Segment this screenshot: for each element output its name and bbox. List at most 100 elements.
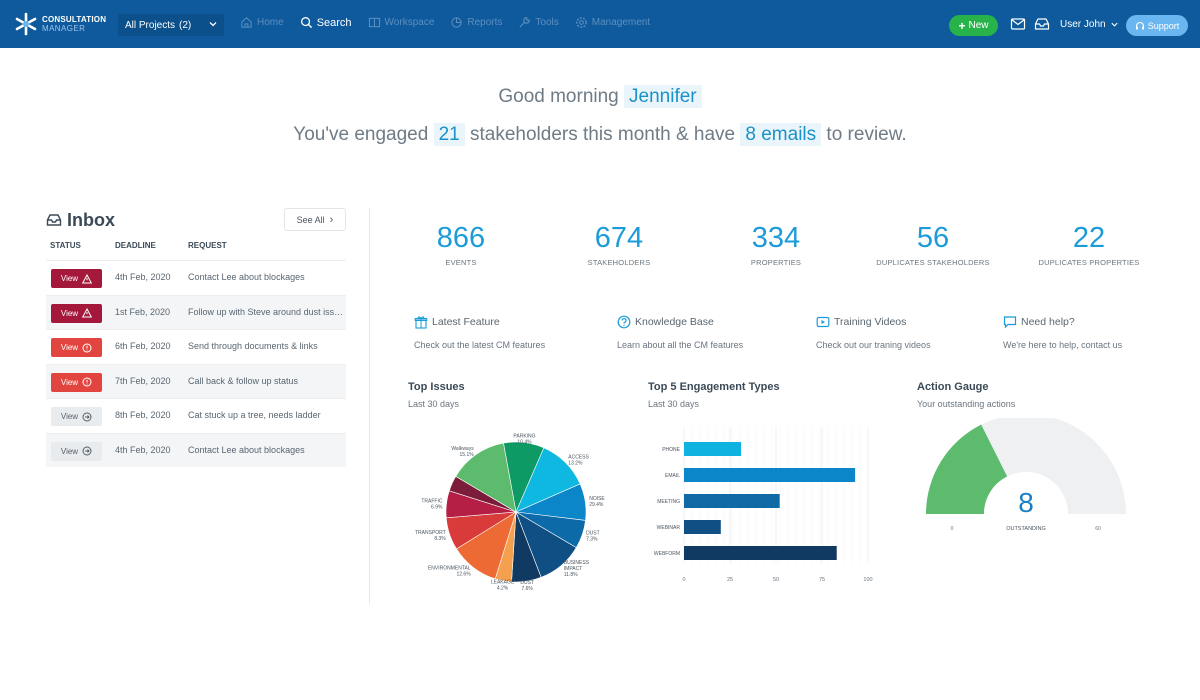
- gauge-center: [984, 472, 1068, 538]
- arrow-right-circle-icon: [82, 446, 92, 456]
- quick-link-training-videos[interactable]: Training Videos Check out our traning vi…: [816, 314, 931, 350]
- inbox-row[interactable]: View 8th Feb, 2020 Cat stuck up a tree, ne…: [46, 398, 346, 433]
- nav-home[interactable]: Home: [240, 16, 284, 29]
- greeting-user-name: Jennifer: [624, 85, 702, 108]
- row-request: Contact Lee about blockages: [188, 272, 305, 282]
- greeting-prefix: Good morning: [498, 86, 619, 107]
- pie-slice[interactable]: [455, 442, 517, 513]
- quick-link-desc: Check out the latest CM features: [414, 340, 546, 350]
- nav-tools[interactable]: Tools: [518, 16, 559, 29]
- summary-email-count[interactable]: 8 emails: [740, 123, 822, 146]
- user-menu[interactable]: User John: [1060, 19, 1119, 30]
- inbox-row[interactable]: View 4th Feb, 2020 Contact Lee about block…: [46, 432, 346, 467]
- summary-text-2: stakeholders this month & have: [470, 124, 736, 145]
- stat-card[interactable]: 22 DUPLICATES PROPERTIES: [1024, 220, 1154, 267]
- nav-management-label: Management: [591, 17, 651, 28]
- view-button[interactable]: View: [51, 372, 102, 392]
- project-select[interactable]: All Projects (2): [118, 14, 224, 36]
- nav-search-label: Search: [316, 16, 352, 29]
- stat-value: 56: [916, 222, 950, 254]
- support-button-label: Support: [1147, 20, 1180, 31]
- nav-workspace[interactable]: Workspace: [368, 16, 434, 29]
- gauge-value: 8: [1018, 487, 1034, 518]
- row-deadline: 1st Feb, 2020: [115, 306, 171, 317]
- column-divider: [369, 208, 370, 604]
- top-bar: CONSULTATION MANAGER All Projects (2) Ho…: [0, 0, 1200, 48]
- view-button-label: View: [60, 343, 79, 352]
- bar[interactable]: [684, 442, 742, 456]
- inbox-tray-icon[interactable]: [1034, 17, 1050, 31]
- new-button[interactable]: + New: [949, 15, 998, 36]
- column-header-status: STATUS: [50, 241, 81, 250]
- view-button[interactable]: View: [51, 407, 102, 426]
- row-request: Send through documents & links: [188, 341, 318, 351]
- column-header-request: REQUEST: [188, 241, 227, 250]
- support-button[interactable]: Support: [1126, 15, 1188, 36]
- stat-card[interactable]: 334 PROPERTIES: [711, 220, 841, 267]
- app-logo[interactable]: CONSULTATION MANAGER: [14, 10, 110, 38]
- summary-text-3: to review.: [826, 124, 907, 145]
- row-deadline: 8th Feb, 2020: [115, 410, 171, 420]
- stat-card[interactable]: 866 EVENTS: [396, 220, 526, 267]
- chevron-right-icon: ›: [329, 213, 334, 226]
- inbox-row[interactable]: View 7th Feb, 2020 Call back & follow up s…: [46, 363, 346, 398]
- wrench-icon: [519, 17, 531, 28]
- bar[interactable]: [684, 546, 837, 560]
- chat-icon: [1003, 316, 1017, 329]
- nav-reports[interactable]: Reports: [450, 16, 502, 29]
- stat-label: DUPLICATES PROPERTIES: [1038, 258, 1140, 267]
- stat-value: 22: [1072, 222, 1106, 254]
- quick-link-desc: Learn about all the CM features: [617, 340, 744, 350]
- nav-management[interactable]: Management: [575, 16, 650, 29]
- see-all-label: See All: [296, 214, 325, 225]
- inbox-row[interactable]: View 4th Feb, 2020 Contact Lee about block…: [46, 260, 346, 295]
- stat-card[interactable]: 56 DUPLICATES STAKEHOLDERS: [868, 220, 998, 267]
- view-button-label: View: [60, 412, 79, 421]
- view-button[interactable]: View: [51, 269, 102, 288]
- quick-link-title: Training Videos: [834, 316, 907, 328]
- quick-link-desc: Check out our traning videos: [816, 340, 931, 350]
- gauge-fill: [926, 424, 1008, 514]
- view-button[interactable]: View: [51, 338, 102, 357]
- column-header-deadline: DEADLINE: [115, 241, 156, 250]
- nav-search[interactable]: Search: [300, 16, 352, 29]
- pie-slice-label: NOISE 29.4%: [589, 496, 605, 508]
- quick-link-need-help[interactable]: Need help? We're here to help, contact u…: [1003, 314, 1122, 350]
- view-button[interactable]: View: [51, 441, 102, 461]
- user-menu-label: User John: [1060, 19, 1106, 30]
- row-deadline: 6th Feb, 2020: [115, 341, 171, 351]
- stat-value: 674: [594, 222, 644, 254]
- inbox-row[interactable]: View 6th Feb, 2020 Send through documents …: [46, 329, 346, 364]
- chevron-down-icon: [209, 22, 217, 27]
- x-tick-label: 0: [682, 577, 685, 583]
- stat-card[interactable]: 674 STAKEHOLDERS: [554, 220, 684, 267]
- quick-link-title: Need help?: [1021, 316, 1075, 328]
- question-icon: [617, 315, 631, 329]
- bar[interactable]: [684, 468, 856, 482]
- row-deadline: 4th Feb, 2020: [115, 272, 171, 282]
- gauge-center-label: OUTSTANDING: [1006, 526, 1046, 532]
- see-all-button[interactable]: See All ›: [284, 208, 346, 231]
- logo-text-line1: CONSULTATION: [42, 15, 107, 24]
- row-request: Contact Lee about blockages: [188, 444, 305, 455]
- main-nav: Home Search Workspace Reports Tools Mana…: [240, 16, 666, 29]
- view-button[interactable]: View: [51, 303, 102, 323]
- quick-link-latest-feature[interactable]: Latest Feature Check out the latest CM f…: [414, 314, 545, 350]
- workspace-icon: [368, 17, 380, 28]
- project-select-count: (2): [179, 19, 192, 31]
- x-tick-label: 100: [863, 577, 872, 583]
- quick-link-knowledge-base[interactable]: Knowledge Base Learn about all the CM fe…: [617, 314, 743, 350]
- mail-icon[interactable]: [1010, 17, 1026, 31]
- home-icon: [241, 17, 252, 28]
- engagement-types-bar-chart: 0 25 50 75 100 PHONE EMAIL MEETING WEBINAR WEBFOR…: [654, 427, 873, 583]
- bar[interactable]: [684, 494, 780, 508]
- nav-tools-label: Tools: [535, 17, 559, 28]
- warning-icon: [82, 308, 93, 318]
- y-category-label: EMAIL: [665, 473, 680, 479]
- y-category-label: MEETING: [657, 499, 680, 505]
- gauge-max-label: 60: [1095, 526, 1101, 532]
- bar[interactable]: [684, 520, 721, 534]
- inbox-title: Inbox: [46, 208, 346, 232]
- inbox-row[interactable]: View 1st Feb, 2020 Follow up with Steve ar…: [46, 294, 346, 329]
- stat-label: PROPERTIES: [750, 258, 802, 267]
